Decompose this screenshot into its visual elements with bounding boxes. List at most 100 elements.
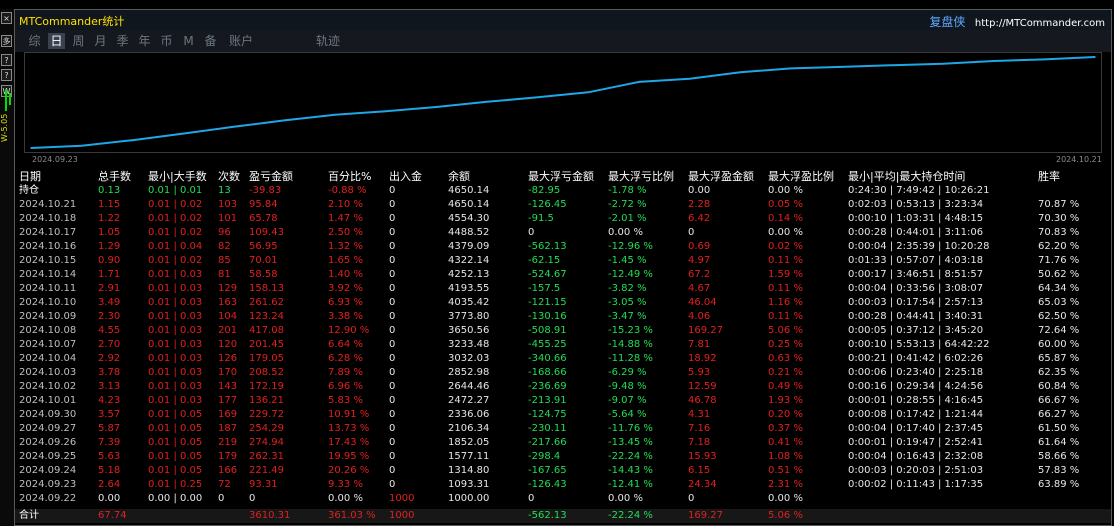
equity-point	[486, 101, 488, 103]
info-icon[interactable]: ?	[1, 69, 12, 81]
cell-deposit: 0	[389, 353, 396, 364]
cell-percent: 百分比%	[328, 170, 372, 183]
cell-max-float-loss-ratio: -12.49 %	[608, 269, 653, 280]
total-row[interactable]: 合计 67.74 3610.31 361.03 % 1000 -562.13 -22.24 …	[15, 509, 1111, 523]
cell-balance: 余额	[448, 170, 470, 183]
equity-point	[283, 119, 286, 122]
tab-account[interactable]: 账户	[228, 34, 253, 48]
cell-max-float-loss-ratio: -11.76 %	[608, 423, 653, 434]
cell-date: 2024.10.04	[19, 353, 77, 364]
brand-url[interactable]: http://MTCommander.com	[974, 18, 1105, 29]
table-row[interactable]: 2024.10.09 2.30 0.01 | 0.03 104 123.24 3.38 %…	[15, 310, 1111, 324]
cell-max-float-profit: 4.31	[688, 409, 711, 420]
equity-series-line	[30, 56, 1096, 149]
tab-summary[interactable]: 综	[28, 34, 41, 48]
table-row[interactable]: 2024.09.25 5.63 0.01 | 0.05 179 262.31 19.95 …	[15, 450, 1111, 464]
cell-pnl: 95.84	[249, 199, 278, 210]
table-row[interactable]: 2024.10.18 1.22 0.01 | 0.02 101 65.78 1.47 % 0…	[15, 212, 1111, 226]
cell-count: 0	[218, 493, 225, 504]
help-icon[interactable]: ?	[1, 54, 12, 66]
cell-max-float-loss: -213.91	[528, 395, 567, 406]
table-row[interactable]: 2024.10.07 2.70 0.01 | 0.03 120 201.45 6.64 %…	[15, 338, 1111, 352]
equity-point	[688, 78, 691, 80]
cell-hold-time: 0:00:17 | 3:46:51 | 8:51:57	[848, 269, 984, 280]
window-titlebar[interactable]: MTCommander统计 复盘侠 http://MTCommander.com	[15, 10, 1111, 30]
cell-deposit: 1000	[389, 510, 415, 521]
tab-week[interactable]: 周	[72, 34, 85, 48]
cell-max-float-profit: 7.16	[688, 423, 711, 434]
table-row[interactable]: 2024.09.27 5.87 0.01 | 0.05 187 254.29 13.73 …	[15, 422, 1111, 436]
table-row[interactable]: 2024.10.21 1.15 0.01 | 0.02 103 95.84 2.10 % 0…	[15, 198, 1111, 212]
tab-track[interactable]: 轨迹	[315, 34, 340, 48]
cell-max-float-profit: 0.00	[688, 185, 711, 196]
table-row[interactable]: 2024.10.04 2.92 0.01 | 0.03 126 179.05 6.28 %…	[15, 352, 1111, 366]
table-row[interactable]: 2024.10.03 3.78 0.01 | 0.03 170 208.52 7.89 %…	[15, 366, 1111, 380]
tab-day[interactable]: 日	[48, 33, 65, 49]
brand-name[interactable]: 复盘侠	[929, 15, 966, 29]
cell-pnl: 254.29	[249, 423, 284, 434]
table-row[interactable]: 2024.10.14 1.71 0.01 | 0.03 81 58.58 1.40 % 0 4…	[15, 268, 1111, 282]
cell-max-float-loss-ratio: -12.41 %	[608, 479, 653, 490]
tab-quarter[interactable]: 季	[116, 34, 129, 48]
bar-spike	[9, 93, 11, 105]
cell-date: 2024.10.17	[19, 227, 77, 238]
cell-date: 2024.10.10	[19, 297, 77, 308]
cell-max-float-loss-ratio: -13.45 %	[608, 437, 653, 448]
table-row[interactable]: 2024.10.17 1.05 0.01 | 0.02 96 109.43 2.50 % 0…	[15, 226, 1111, 240]
cell-total-lots: 2.64	[98, 479, 121, 490]
table-row[interactable]: 2024.10.16 1.29 0.01 | 0.04 82 56.95 1.32 % 0 4…	[15, 240, 1111, 254]
tab-magic[interactable]: M	[183, 34, 194, 48]
table-row[interactable]: 2024.10.02 3.13 0.01 | 0.03 143 172.19 6.96 %…	[15, 380, 1111, 394]
cell-max-float-profit-ratio: 0.00 %	[768, 185, 803, 196]
table-row[interactable]: 2024.10.10 3.49 0.01 | 0.03 163 261.62 6.93 %…	[15, 296, 1111, 310]
cell-percent: 9.33 %	[328, 479, 363, 490]
cell-count: 104	[218, 311, 238, 322]
equity-point	[1043, 58, 1046, 61]
cell-total-lots: 3.57	[98, 409, 121, 420]
table-row[interactable]: 2024.09.30 3.57 0.01 | 0.05 169 229.72 10.91 …	[15, 408, 1111, 422]
table-row[interactable]: 2024.10.08 4.55 0.01 | 0.03 201 417.08 12.90 …	[15, 324, 1111, 338]
cell-win-rate: 58.66 %	[1038, 451, 1080, 462]
cell-max-float-profit: 67.2	[688, 269, 711, 280]
cell-balance: 3233.48	[448, 339, 490, 350]
cell-percent: 2.10 %	[328, 199, 363, 210]
cell-win-rate: 65.87 %	[1038, 353, 1080, 364]
table-row[interactable]: 2024.09.22 0.00 0.00 | 0.00 0 0 0.00 % 1000 100…	[15, 492, 1111, 506]
cell-total-lots: 1.71	[98, 269, 121, 280]
multi-button[interactable]: 多	[1, 35, 12, 47]
cell-win-rate: 70.87 %	[1038, 199, 1080, 210]
brand-link[interactable]: 复盘侠 http://MTCommander.com	[929, 13, 1105, 30]
cell-balance: 1577.11	[448, 451, 490, 462]
tab-note[interactable]: 备	[204, 34, 217, 48]
tab-currency[interactable]: 币	[160, 34, 173, 48]
table-header-row[interactable]: 日期 总手数 最小|大手数 次数 盈亏金额 百分比% 出入金 余额 最大浮亏金额 最大浮亏比例 最大…	[15, 170, 1111, 184]
cell-hold-time: 0:00:04 | 0:33:56 | 3:08:07	[848, 283, 984, 294]
table-row[interactable]: 2024.09.23 2.64 0.01 | 0.25 72 93.31 9.33 % 0 1…	[15, 478, 1111, 492]
table-row[interactable]: 2024.09.26 7.39 0.01 | 0.05 219 274.94 17.43 …	[15, 436, 1111, 450]
table-row[interactable]: 2024.09.24 5.18 0.01 | 0.05 166 221.49 20.26 …	[15, 464, 1111, 478]
cell-hold-time: 0:00:04 | 0:17:40 | 2:37:45	[848, 423, 984, 434]
cell-date: 2024.10.11	[19, 283, 77, 294]
cell-max-float-profit-ratio: 0.14 %	[768, 213, 803, 224]
cell-balance: 4193.55	[448, 283, 490, 294]
tab-year[interactable]: 年	[138, 34, 151, 48]
cell-deposit: 0	[389, 269, 396, 280]
table-row[interactable]: 2024.10.11 2.91 0.01 | 0.03 129 158.13 3.92 %…	[15, 282, 1111, 296]
cell-hold-time: 0:00:06 | 0:23:40 | 2:25:18	[848, 367, 984, 378]
table-row[interactable]: 2024.10.15 0.90 0.01 | 0.02 85 70.01 1.65 % 0 4…	[15, 254, 1111, 268]
cell-date: 2024.10.16	[19, 241, 77, 252]
close-icon[interactable]: ×	[1, 12, 12, 24]
chart-start-date: 2024.09.23	[32, 155, 78, 164]
cell-win-rate: 70.83 %	[1038, 227, 1080, 238]
cell-max-float-profit: 4.67	[688, 283, 711, 294]
cell-min-max-lots: 0.00 | 0.00	[148, 493, 203, 504]
position-row[interactable]: 持仓 0.13 0.01 | 0.01 13 -39.83 -0.88 % 0 4650.14…	[15, 184, 1111, 198]
cell-deposit: 0	[389, 283, 396, 294]
period-tabs: 综 日 周 月 季 年 币 M 备 账户 轨迹	[15, 30, 1111, 52]
cell-percent: 12.90 %	[328, 325, 370, 336]
tab-month[interactable]: 月	[94, 34, 107, 48]
table-row[interactable]: 2024.10.01 4.23 0.01 | 0.03 177 136.21 5.83 %…	[15, 394, 1111, 408]
cell-total-lots: 2.92	[98, 353, 121, 364]
cell-percent: 10.91 %	[328, 409, 370, 420]
cell-max-float-profit-ratio: 0.05 %	[768, 199, 803, 210]
